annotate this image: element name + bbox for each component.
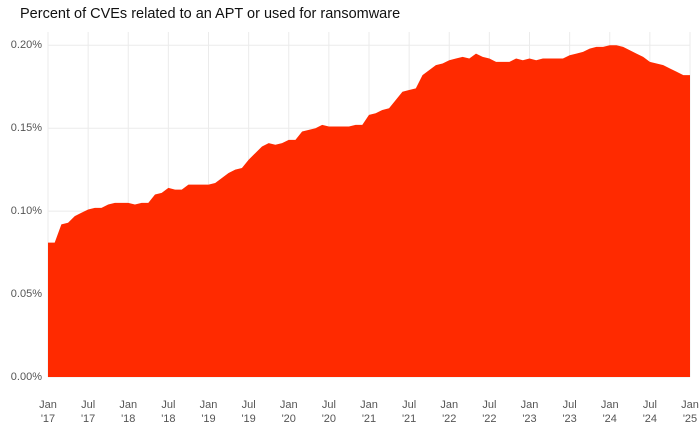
x-tick-label-line: Jan xyxy=(440,399,458,411)
x-tick-label-line: '25 xyxy=(683,413,697,425)
x-tick-label-line: '24 xyxy=(643,413,657,425)
x-tick-label-line: Jan xyxy=(200,399,218,411)
x-tick-label-line: '23 xyxy=(522,413,536,425)
x-tick-label-line: Jul xyxy=(643,399,657,411)
x-tick-label-line: Jul xyxy=(402,399,416,411)
x-tick-label-line: Jul xyxy=(322,399,336,411)
x-tick-label: Jul '22 xyxy=(482,399,496,425)
x-tick-label-line: Jul xyxy=(482,399,496,411)
x-tick-label-line: '18 xyxy=(121,413,135,425)
x-tick-label-line: '23 xyxy=(562,413,576,425)
x-tick-label-line: Jan xyxy=(119,399,137,411)
x-tick-label: Jul '19 xyxy=(241,399,255,425)
x-tick-label-line: '22 xyxy=(482,413,496,425)
x-tick-label-line: Jan xyxy=(681,399,699,411)
x-tick-label-line: '19 xyxy=(201,413,215,425)
x-tick-label-line: Jul xyxy=(563,399,577,411)
x-tick-label-line: '20 xyxy=(322,413,336,425)
y-tick-label: 0.20% xyxy=(11,39,42,51)
x-tick-label: Jul '21 xyxy=(402,399,416,425)
y-tick-label: 0.15% xyxy=(11,122,42,134)
x-tick-label: Jan '18 xyxy=(119,399,137,425)
x-tick-label-line: Jan xyxy=(280,399,298,411)
y-tick-label: 0.10% xyxy=(11,205,42,217)
x-tick-label-line: Jan xyxy=(521,399,539,411)
area xyxy=(48,45,690,378)
x-tick-label-line: Jul xyxy=(242,399,256,411)
x-tick-label-line: '20 xyxy=(282,413,296,425)
x-tick-label: Jul '20 xyxy=(322,399,336,425)
x-tick-label: Jan '24 xyxy=(601,399,619,425)
x-tick-label-line: '17 xyxy=(81,413,95,425)
x-tick-label-line: '21 xyxy=(362,413,376,425)
x-tick-label-line: '18 xyxy=(161,413,175,425)
x-tick-label: Jul '24 xyxy=(643,399,657,425)
x-tick-label: Jan '25 xyxy=(681,399,699,425)
x-tick-label: Jul '17 xyxy=(81,399,95,425)
x-tick-label-line: '17 xyxy=(41,413,55,425)
x-tick-label: Jan '17 xyxy=(39,399,57,425)
chart-title: Percent of CVEs related to an APT or use… xyxy=(20,6,400,22)
y-tick-label: 0.05% xyxy=(11,288,42,300)
y-tick-label: 0.00% xyxy=(11,371,42,383)
x-tick-label-line: '22 xyxy=(442,413,456,425)
x-tick-label: Jan '23 xyxy=(521,399,539,425)
x-tick-label-line: Jul xyxy=(81,399,95,411)
x-tick-label: Jan '20 xyxy=(280,399,298,425)
x-tick-label-line: Jan xyxy=(601,399,619,411)
x-tick-label-line: '24 xyxy=(603,413,617,425)
x-tick-label: Jan '22 xyxy=(440,399,458,425)
x-tick-label-line: Jan xyxy=(360,399,378,411)
x-tick-label-line: '21 xyxy=(402,413,416,425)
x-tick-label: Jul '18 xyxy=(161,399,175,425)
x-tick-label-line: Jan xyxy=(39,399,57,411)
x-tick-label-line: Jul xyxy=(161,399,175,411)
x-tick-label: Jan '21 xyxy=(360,399,378,425)
x-tick-label-line: '19 xyxy=(241,413,255,425)
x-tick-label: Jan '19 xyxy=(200,399,218,425)
x-tick-label: Jul '23 xyxy=(562,399,576,425)
